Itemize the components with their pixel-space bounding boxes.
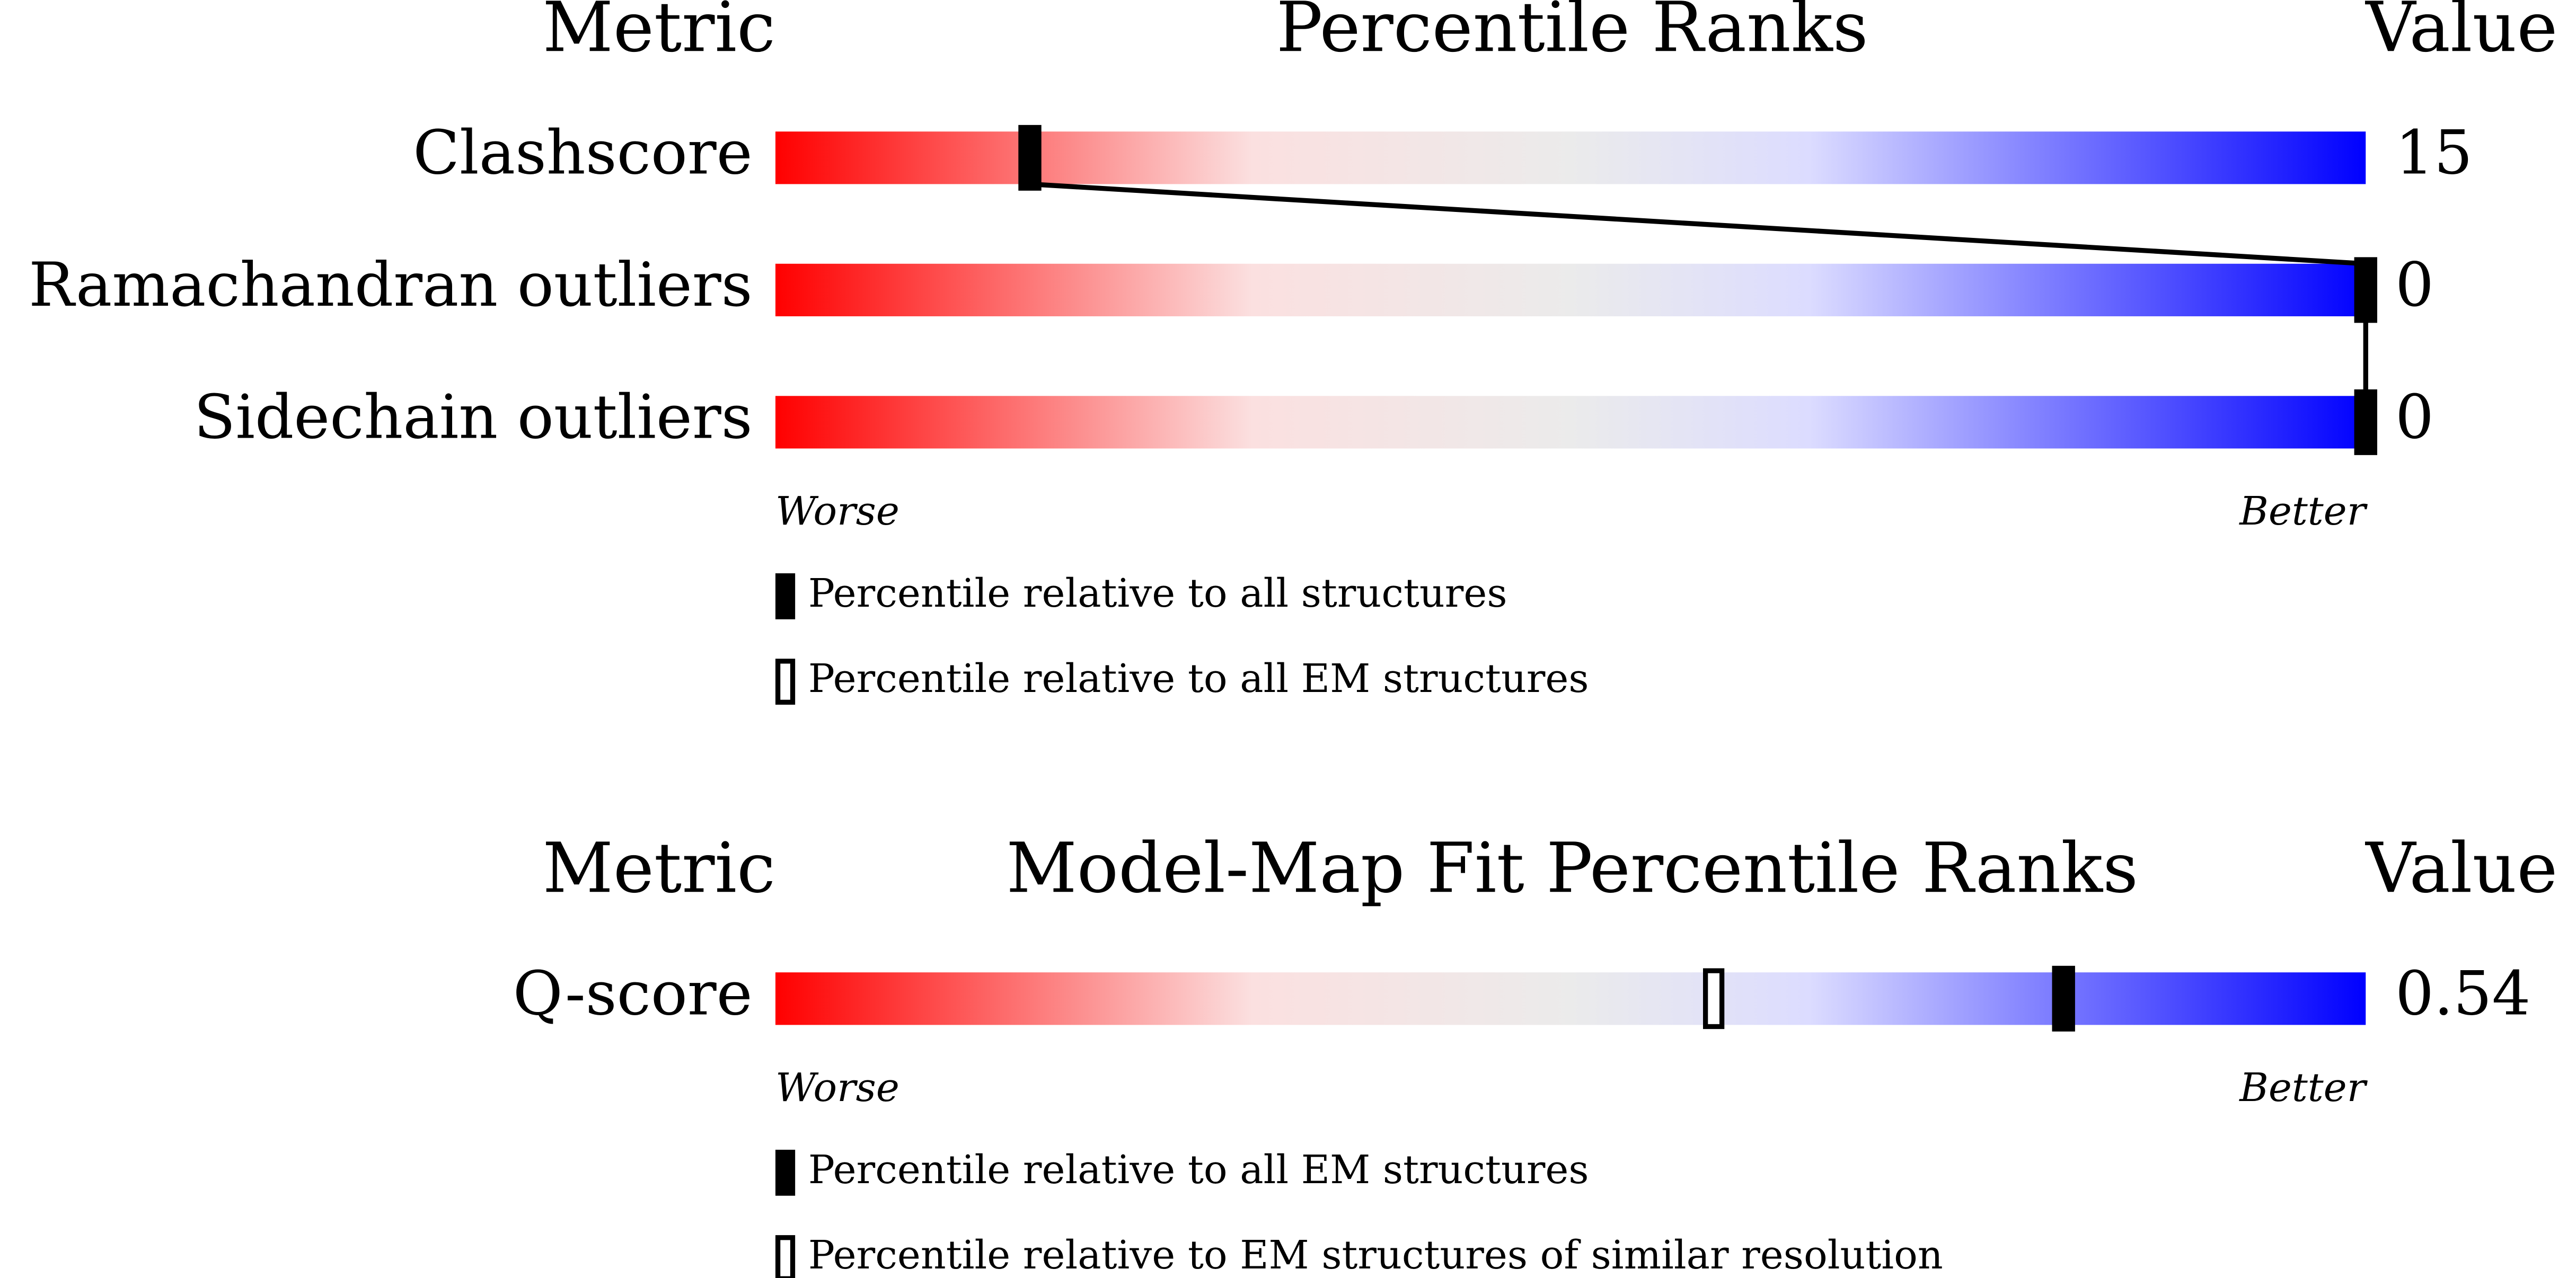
better-label: Better — [2238, 488, 2368, 534]
gradient-bar — [775, 972, 2366, 1025]
legend-swatch — [775, 1149, 796, 1196]
legend-swatch — [775, 659, 796, 705]
legend-label: Percentile relative to EM structures of … — [808, 1232, 1943, 1278]
connector — [1029, 181, 2366, 267]
metric-value: 15 — [2395, 118, 2473, 188]
worse-label: Worse — [775, 1064, 899, 1111]
percentile-marker — [2354, 389, 2377, 455]
metric-label: Q-score — [513, 958, 753, 1029]
gradient-bar — [775, 263, 2366, 316]
metric-label: Sidechain outliers — [194, 382, 753, 452]
gradient-bar — [775, 131, 2366, 184]
chart-title: Model-Map Fit Percentile Ranks — [1006, 828, 2138, 908]
percentile-marker — [2354, 257, 2377, 323]
value-header: Value — [2365, 0, 2557, 67]
percentile-marker — [2052, 965, 2075, 1032]
legend-label: Percentile relative to all structures — [808, 570, 1507, 616]
chart-title: Percentile Ranks — [1276, 0, 1868, 67]
worse-label: Worse — [775, 488, 899, 534]
legend-label: Percentile relative to all EM structures — [808, 1147, 1589, 1193]
percentile-marker — [1702, 968, 1725, 1030]
metric-header: Metric — [543, 0, 775, 67]
value-header: Value — [2365, 828, 2557, 908]
metric-value: 0 — [2395, 382, 2434, 452]
gradient-bar — [775, 396, 2366, 449]
percentile-marker — [1018, 125, 1042, 191]
legend-swatch — [775, 573, 796, 619]
legend-swatch — [775, 1235, 796, 1278]
metric-value: 0.54 — [2395, 958, 2530, 1029]
legend-label: Percentile relative to all EM structures — [808, 655, 1589, 702]
better-label: Better — [2238, 1064, 2368, 1111]
metric-label: Ramachandran outliers — [29, 250, 752, 321]
metric-header: Metric — [543, 828, 775, 908]
metric-label: Clashscore — [413, 118, 752, 188]
metric-value: 0 — [2395, 250, 2434, 321]
